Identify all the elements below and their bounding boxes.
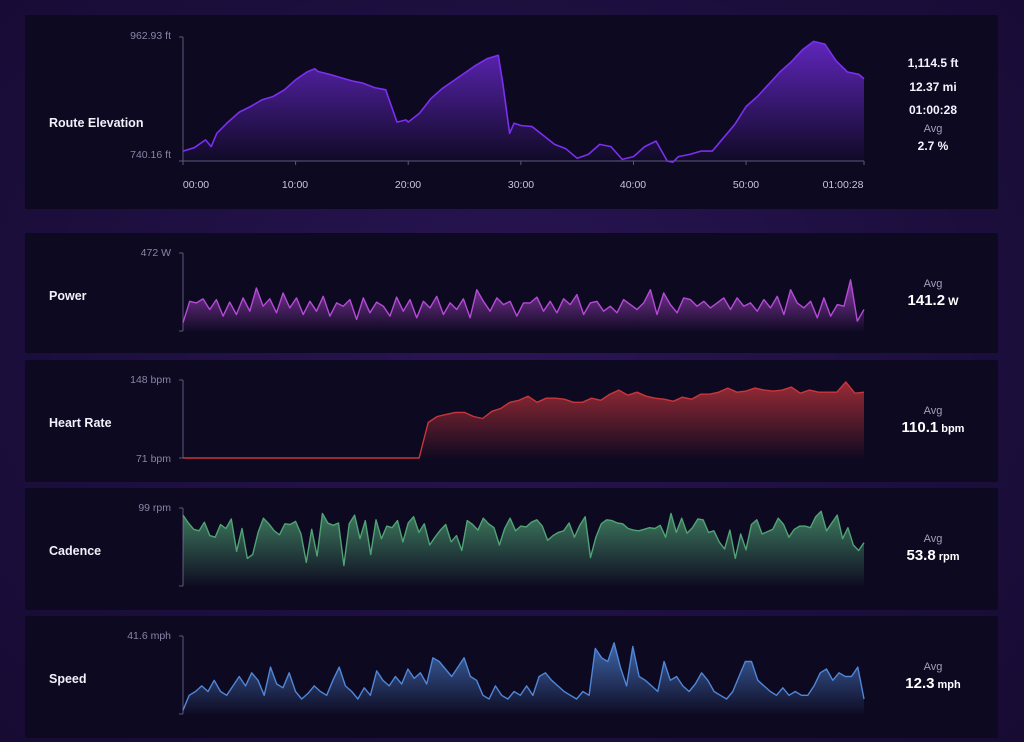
- cadence-chart: [179, 507, 865, 587]
- panel-label: Cadence: [49, 544, 102, 558]
- elevation-chart: [179, 36, 865, 165]
- heart-rate-avg: Avg 110.1 bpm: [883, 404, 983, 439]
- speed-panel: Speed 41.6 mph Avg 12.3 mph: [25, 616, 998, 738]
- power-avg: Avg 141.2 W: [883, 277, 983, 312]
- x-tick: 01:00:28: [822, 179, 864, 191]
- y-max-label: 99 rpm: [138, 502, 171, 514]
- y-max-label: 962.93 ft: [130, 30, 171, 42]
- x-tick: 50:00: [732, 179, 760, 191]
- avg-number: 110.1: [901, 419, 939, 436]
- panel-label: Speed: [49, 672, 87, 686]
- speed-avg: Avg 12.3 mph: [883, 660, 983, 695]
- panel-label: Heart Rate: [49, 416, 112, 430]
- series-line: [182, 642, 865, 711]
- avg-label: Avg: [923, 405, 943, 417]
- avg-value: 12.3 mph: [883, 674, 983, 695]
- elevation-gain: 1,114.5 ft: [907, 56, 959, 70]
- avg-value: 110.1 bpm: [883, 418, 983, 439]
- avg-unit: mph: [937, 679, 961, 691]
- avg-label: Avg: [923, 278, 943, 290]
- cadence-avg: Avg 53.8 rpm: [883, 532, 983, 567]
- avg-unit: W: [948, 296, 959, 308]
- series-line: [182, 279, 865, 323]
- duration: 01:00:28: [908, 103, 958, 117]
- elevation-stats: 1,114.5 ft 12.37 mi 01:00:28 Avg 2.7 %: [883, 52, 983, 158]
- x-tick: 30:00: [507, 179, 535, 191]
- x-tick: 10:00: [281, 179, 309, 191]
- y-min-label: 740.16 ft: [130, 149, 171, 161]
- avg-value: 53.8 rpm: [883, 546, 983, 567]
- series-line: [182, 510, 865, 567]
- series-area: [183, 382, 864, 458]
- avg-number: 53.8: [906, 547, 936, 564]
- heart-rate-chart: [179, 379, 865, 459]
- avg-label: Avg: [923, 533, 943, 545]
- series-line: [182, 40, 865, 163]
- panel-label: Route Elevation: [49, 116, 144, 130]
- avg-value: 141.2 W: [883, 291, 983, 312]
- series-line: [183, 381, 865, 459]
- x-tick: 00:00: [182, 179, 210, 191]
- avg-unit: rpm: [938, 551, 960, 563]
- series-area: [183, 511, 864, 586]
- avg-label: Avg: [923, 661, 943, 673]
- y-min-label: 71 bpm: [135, 453, 171, 465]
- x-tick: 20:00: [394, 179, 422, 191]
- y-max-label: 41.6 mph: [127, 630, 171, 642]
- y-max-label: 472 W: [140, 247, 171, 259]
- x-tick: 40:00: [619, 179, 647, 191]
- series-area: [183, 642, 864, 714]
- power-panel: Power 472 W Avg 141.2 W: [25, 233, 998, 353]
- avg-number: 12.3: [905, 675, 935, 692]
- power-chart: [179, 252, 865, 332]
- distance: 12.37 mi: [909, 79, 957, 94]
- avg-unit: bpm: [941, 423, 965, 435]
- elevation-panel: Route Elevation 962.93 ft 740.16 ft 00:0…: [25, 15, 998, 209]
- panel-label: Power: [49, 289, 87, 303]
- series-area: [183, 279, 864, 331]
- speed-chart: [179, 635, 865, 715]
- y-max-label: 148 bpm: [130, 374, 171, 386]
- avg-label: Avg: [923, 122, 943, 135]
- heart-rate-panel: Heart Rate 148 bpm 71 bpm Avg 110.1 bpm: [25, 360, 998, 482]
- avg-grade: 2.7 %: [917, 138, 949, 153]
- cadence-panel: Cadence 99 rpm Avg 53.8 rpm: [25, 488, 998, 610]
- series-area: [183, 41, 864, 163]
- avg-number: 141.2: [907, 292, 946, 309]
